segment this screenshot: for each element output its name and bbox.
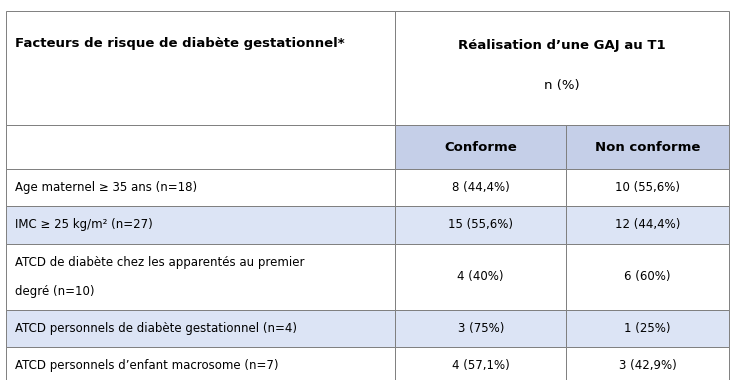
Bar — [6, 169, 395, 206]
Text: n (%): n (%) — [545, 79, 580, 92]
Text: 1 (25%): 1 (25%) — [624, 322, 671, 335]
Bar — [6, 125, 395, 169]
Bar — [395, 125, 566, 169]
Bar — [395, 347, 566, 380]
Text: Age maternel ≥ 35 ans (n=18): Age maternel ≥ 35 ans (n=18) — [15, 181, 197, 194]
Bar — [6, 310, 395, 347]
Text: 4 (57,1%): 4 (57,1%) — [452, 359, 509, 372]
Bar — [395, 206, 566, 244]
Bar — [566, 347, 729, 380]
Bar — [6, 206, 395, 244]
Text: 6 (60%): 6 (60%) — [624, 270, 671, 283]
Bar — [566, 169, 729, 206]
Text: degré (n=10): degré (n=10) — [15, 285, 94, 298]
Text: 12 (44,4%): 12 (44,4%) — [615, 218, 680, 231]
Bar — [6, 11, 395, 125]
Text: 10 (55,6%): 10 (55,6%) — [615, 181, 680, 194]
Text: IMC ≥ 25 kg/m² (n=27): IMC ≥ 25 kg/m² (n=27) — [15, 218, 152, 231]
Bar — [566, 125, 729, 169]
Text: Non conforme: Non conforme — [595, 141, 700, 154]
Bar — [6, 347, 395, 380]
Text: 8 (44,4%): 8 (44,4%) — [452, 181, 509, 194]
Text: ATCD de diabète chez les apparentés au premier: ATCD de diabète chez les apparentés au p… — [15, 256, 304, 269]
Bar — [395, 11, 729, 125]
Bar — [566, 206, 729, 244]
Text: ATCD personnels d’enfant macrosome (n=7): ATCD personnels d’enfant macrosome (n=7) — [15, 359, 279, 372]
Text: 3 (75%): 3 (75%) — [457, 322, 504, 335]
Text: Réalisation d’une GAJ au T1: Réalisation d’une GAJ au T1 — [459, 39, 666, 52]
Bar — [395, 310, 566, 347]
Text: 15 (55,6%): 15 (55,6%) — [448, 218, 513, 231]
Text: Facteurs de risque de diabète gestationnel*: Facteurs de risque de diabète gestationn… — [15, 37, 344, 50]
Bar — [566, 310, 729, 347]
Bar — [395, 244, 566, 310]
Bar — [6, 244, 395, 310]
Bar — [395, 169, 566, 206]
Text: 3 (42,9%): 3 (42,9%) — [619, 359, 676, 372]
Text: 4 (40%): 4 (40%) — [457, 270, 504, 283]
Text: Conforme: Conforme — [445, 141, 517, 154]
Text: ATCD personnels de diabète gestationnel (n=4): ATCD personnels de diabète gestationnel … — [15, 322, 297, 335]
Bar — [566, 244, 729, 310]
